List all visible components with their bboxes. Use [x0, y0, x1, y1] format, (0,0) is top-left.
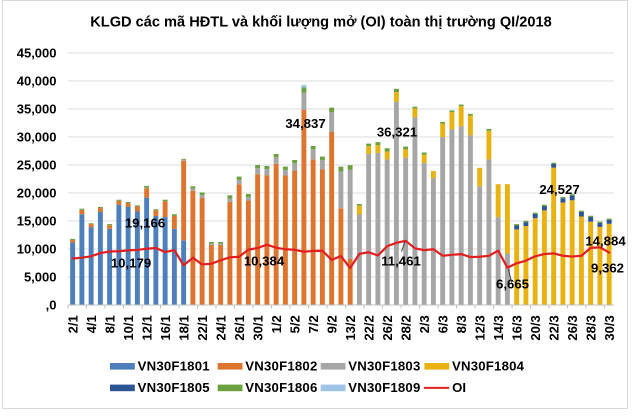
svg-text:OI: OI	[452, 380, 466, 395]
svg-text:12/3: 12/3	[473, 315, 488, 340]
svg-text:18/1: 18/1	[177, 315, 192, 340]
svg-text:35,000: 35,000	[17, 102, 57, 117]
svg-text:4/1: 4/1	[84, 315, 99, 333]
svg-text:22/1: 22/1	[195, 315, 210, 340]
svg-text:6/3: 6/3	[436, 315, 451, 333]
svg-text:VN30F1803: VN30F1803	[348, 358, 420, 373]
svg-text:2/1: 2/1	[66, 315, 81, 333]
svg-text:13/2: 13/2	[343, 315, 358, 340]
svg-text:6,665: 6,665	[496, 277, 529, 292]
svg-text:40,000: 40,000	[17, 74, 57, 89]
svg-text:28/2: 28/2	[399, 315, 414, 340]
svg-text:30/3: 30/3	[602, 315, 617, 340]
svg-text:28/3: 28/3	[584, 315, 599, 340]
svg-text:10,179: 10,179	[111, 256, 151, 271]
svg-text:1/2: 1/2	[269, 315, 284, 333]
svg-text:8/1: 8/1	[103, 315, 118, 333]
svg-text:VN30F1804: VN30F1804	[452, 358, 525, 373]
svg-text:30,000: 30,000	[17, 130, 57, 145]
svg-text:34,837: 34,837	[285, 116, 325, 131]
svg-text:VN30F1802: VN30F1802	[245, 358, 317, 373]
svg-text:26/3: 26/3	[565, 315, 580, 340]
svg-text:14,884: 14,884	[585, 234, 626, 249]
svg-text:VN30F1806: VN30F1806	[245, 380, 317, 395]
svg-text:19,166: 19,166	[125, 216, 165, 231]
svg-text:9,362: 9,362	[591, 261, 624, 276]
svg-text:5,000: 5,000	[24, 270, 57, 285]
svg-text:VN30F1805: VN30F1805	[138, 380, 210, 395]
svg-text:22/3: 22/3	[547, 315, 562, 340]
svg-text:VN30F1801: VN30F1801	[138, 358, 210, 373]
svg-text:15,000: 15,000	[17, 214, 57, 229]
svg-text:10,000: 10,000	[17, 242, 57, 257]
svg-text:24,527: 24,527	[539, 182, 579, 197]
svg-text:VN30F1809: VN30F1809	[348, 380, 420, 395]
svg-text:10,384: 10,384	[244, 254, 285, 269]
svg-text:26/2: 26/2	[380, 315, 395, 340]
svg-text:8/3: 8/3	[454, 315, 469, 333]
svg-text:14/3: 14/3	[491, 315, 506, 340]
svg-text:22/2: 22/2	[362, 315, 377, 340]
svg-text:7/2: 7/2	[306, 315, 321, 333]
svg-text:20/3: 20/3	[528, 315, 543, 340]
svg-text:30/1: 30/1	[251, 315, 266, 340]
svg-text:12/1: 12/1	[140, 315, 155, 340]
svg-text:20,000: 20,000	[17, 186, 57, 201]
svg-text:,0: ,0	[46, 298, 57, 313]
svg-text:16/1: 16/1	[158, 315, 173, 340]
svg-text:36,321: 36,321	[377, 125, 417, 140]
svg-text:10/1: 10/1	[121, 315, 136, 340]
svg-text:11,461: 11,461	[381, 254, 421, 269]
svg-text:5/2: 5/2	[288, 315, 303, 333]
svg-text:2/3: 2/3	[417, 315, 432, 333]
svg-text:45,000: 45,000	[17, 46, 57, 61]
svg-text:16/3: 16/3	[510, 315, 525, 340]
svg-text:24/1: 24/1	[214, 315, 229, 340]
svg-text:KLGD các mã HĐTL và khối lượng: KLGD các mã HĐTL và khối lượng mở (OI) t…	[90, 15, 552, 31]
svg-text:25,000: 25,000	[17, 158, 57, 173]
svg-text:26/1: 26/1	[232, 315, 247, 340]
svg-text:9/2: 9/2	[325, 315, 340, 333]
